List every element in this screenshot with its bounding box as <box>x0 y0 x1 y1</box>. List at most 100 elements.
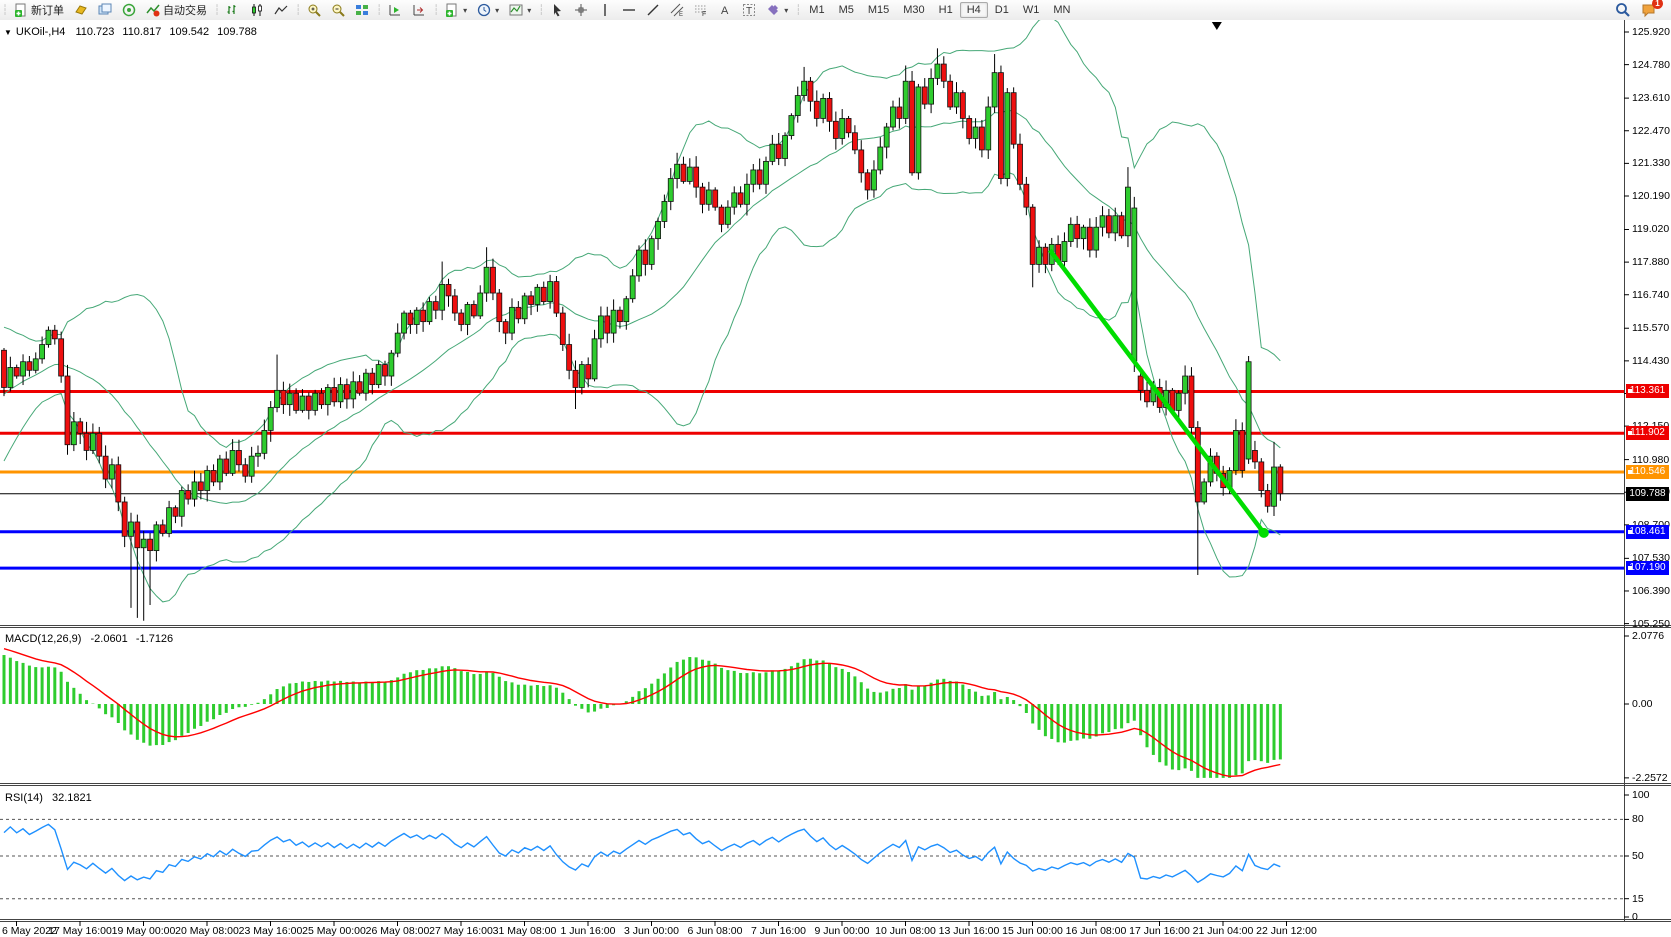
timeframe-button-m30[interactable]: M30 <box>903 4 925 16</box>
equidistant-channel-tool-button[interactable]: E <box>665 2 689 18</box>
timeframe-button-h1[interactable]: H1 <box>938 4 953 16</box>
templates-button[interactable]: ▾ <box>504 2 536 18</box>
candlestick <box>763 160 769 185</box>
candlestick-chart-button[interactable] <box>245 2 269 18</box>
symbol-collapse-icon[interactable]: ▼ <box>4 28 12 37</box>
price-tick-label: 115.570 <box>1632 322 1670 335</box>
cursor-tool-button[interactable] <box>545 2 569 18</box>
rsi-indicator-label: RSI(14) 32.1821 <box>5 792 92 804</box>
candlestick <box>26 361 33 371</box>
notifications-icon[interactable]: 1 <box>1641 0 1663 18</box>
search-icon[interactable] <box>1615 2 1631 18</box>
candlestick <box>864 172 871 191</box>
time-tick-label: 10 Jun 08:00 <box>875 925 936 937</box>
trendline-tool-button[interactable] <box>641 2 665 18</box>
candlestick <box>1201 481 1208 503</box>
candlestick <box>515 306 522 320</box>
auto-scroll-button[interactable] <box>383 2 407 18</box>
timeframe-button-w1[interactable]: W1 <box>1022 4 1040 16</box>
vertical-line-tool-button[interactable] <box>593 2 617 18</box>
candlestick <box>1042 246 1049 265</box>
price-tick-label: 116.740 <box>1632 288 1670 301</box>
zoom-out-button[interactable] <box>326 2 350 18</box>
bar-chart-button[interactable] <box>221 2 245 18</box>
zoom-in-button[interactable] <box>302 2 326 18</box>
level-price-label: 111.902 <box>1626 426 1669 441</box>
indicators-button[interactable]: ▾ <box>440 2 472 18</box>
timeframe-button-d1[interactable]: D1 <box>994 4 1009 16</box>
candlestick <box>559 312 566 345</box>
signals-button[interactable] <box>117 2 141 18</box>
candlestick <box>1106 215 1112 234</box>
ohlc-high-value: 110.817 <box>122 26 162 38</box>
candlestick <box>604 315 611 334</box>
timeframe-button-h4[interactable]: H4 <box>959 2 988 18</box>
periods-button[interactable]: ▾ <box>472 2 504 18</box>
candlestick <box>1099 215 1106 228</box>
price-tick-label: 105.250 <box>1632 617 1670 630</box>
candlestick <box>140 538 147 549</box>
navigator-button[interactable] <box>93 2 117 18</box>
candlestick <box>1194 427 1201 503</box>
text-tool-button[interactable]: A <box>713 2 737 18</box>
candlestick <box>464 304 471 325</box>
candlestick <box>1074 223 1081 240</box>
line-chart-button[interactable] <box>269 2 293 18</box>
trendline-annotation <box>1048 248 1266 535</box>
price-tick-label: 120.190 <box>1632 189 1670 202</box>
candlestick <box>191 481 198 500</box>
candlestick <box>1061 241 1068 262</box>
candlestick <box>1277 466 1284 495</box>
candlestick <box>540 286 547 303</box>
fibonacci-tool-button[interactable]: F <box>689 2 713 18</box>
horizontal-line-tool-button[interactable] <box>617 2 641 18</box>
text-icon: A <box>718 3 732 17</box>
candlestick <box>636 249 642 277</box>
chart-surface[interactable] <box>0 20 1671 937</box>
candlestick <box>921 86 928 105</box>
candlestick <box>32 358 39 371</box>
candlestick <box>1112 215 1119 234</box>
candlestick <box>585 364 592 380</box>
market-watch-button[interactable] <box>69 2 93 18</box>
arrows-tool-button[interactable]: ▾ <box>761 2 793 18</box>
time-tick-label: 17 May 16:00 <box>48 925 112 937</box>
chart-window: ▼ UKOil-,H4 110.723 110.817 109.542 109.… <box>0 20 1671 937</box>
candlestick <box>1010 92 1017 145</box>
timeframe-button-m1[interactable]: M1 <box>809 4 825 16</box>
toolbar-grip: ┆ <box>2 4 8 16</box>
new-order-button[interactable]: 新订单 <box>9 2 69 18</box>
navigator-icon <box>98 3 112 17</box>
label-tool-button[interactable]: T <box>737 2 761 18</box>
candlestick <box>7 367 14 388</box>
chart-shift-button[interactable] <box>407 2 431 18</box>
macd-signal-value: -1.7126 <box>135 633 174 645</box>
time-tick-label: 15 Jun 00:00 <box>1002 925 1063 937</box>
candlestick <box>470 304 477 317</box>
svg-text:F: F <box>702 11 706 17</box>
candlestick <box>109 464 115 480</box>
fibonacci-icon: F <box>694 3 708 17</box>
candlestick <box>382 364 388 377</box>
rsi-tick-label: 15 <box>1632 892 1644 905</box>
candlestick <box>991 72 998 108</box>
candlestick <box>1233 430 1239 471</box>
candlestick <box>255 452 261 457</box>
candlestick <box>299 395 306 411</box>
time-tick-label: 20 May 08:00 <box>175 925 239 937</box>
candlestick <box>1188 375 1195 428</box>
crosshair-icon <box>574 3 588 17</box>
candlestick <box>896 106 903 119</box>
tile-windows-button[interactable] <box>350 2 374 18</box>
autotrading-button[interactable]: 自动交易 <box>141 2 212 18</box>
candlestick <box>744 183 750 205</box>
candlestick <box>331 387 338 403</box>
timeframe-button-m15[interactable]: M15 <box>867 4 890 16</box>
timeframe-button-mn[interactable]: MN <box>1053 4 1071 16</box>
candlestick <box>305 395 312 411</box>
candlestick <box>1017 143 1023 185</box>
crosshair-tool-button[interactable] <box>569 2 593 18</box>
candlestick <box>642 249 649 265</box>
candlestick <box>147 538 153 552</box>
timeframe-button-m5[interactable]: M5 <box>838 4 854 16</box>
